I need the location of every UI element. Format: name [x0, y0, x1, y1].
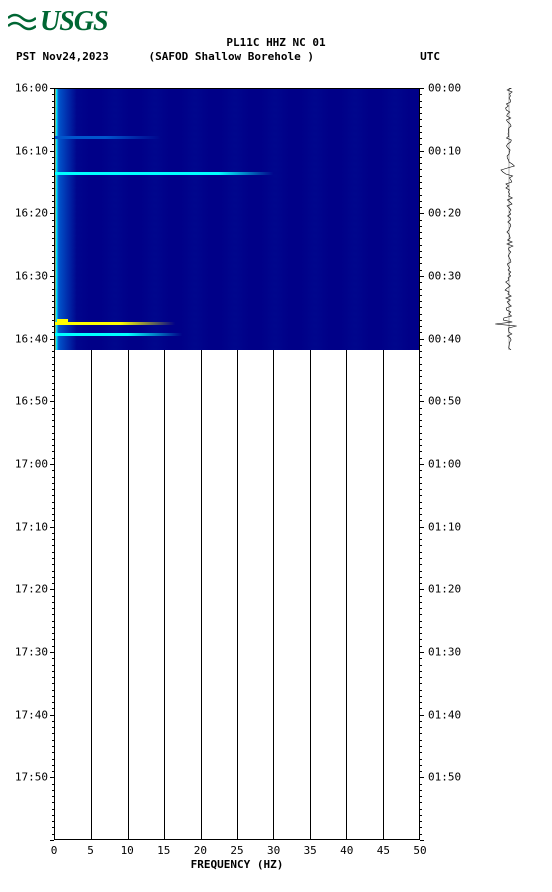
right-time-tick: 01:30 [428, 645, 461, 658]
left-time-tick: 16:50 [15, 395, 48, 408]
right-time-tick: 01:20 [428, 583, 461, 596]
chart-header: PL11C HHZ NC 01 [0, 36, 552, 50]
right-time-tick: 00:00 [428, 82, 461, 95]
left-axis-ticks [54, 88, 55, 840]
right-time-tick: 00:50 [428, 395, 461, 408]
station-code: PL11C HHZ NC 01 [0, 36, 552, 50]
right-time-tick: 01:10 [428, 520, 461, 533]
pst-date-label: PST Nov24,2023 (SAFOD Shallow Borehole ) [16, 50, 314, 63]
right-time-tick: 00:10 [428, 144, 461, 157]
right-time-tick: 01:50 [428, 771, 461, 784]
x-axis-label: FREQUENCY (HZ) [54, 858, 420, 871]
right-time-tick: 00:40 [428, 332, 461, 345]
usgs-logo: USGS [8, 6, 108, 40]
logo-text: USGS [40, 6, 108, 37]
freq-tick: 30 [267, 844, 280, 857]
left-time-tick: 16:00 [15, 82, 48, 95]
left-time-tick: 17:50 [15, 771, 48, 784]
freq-tick: 35 [304, 844, 317, 857]
left-time-tick: 17:20 [15, 583, 48, 596]
freq-tick: 5 [87, 844, 94, 857]
right-time-tick: 01:00 [428, 457, 461, 470]
freq-tick: 15 [157, 844, 170, 857]
left-time-tick: 16:30 [15, 269, 48, 282]
right-time-tick: 00:30 [428, 269, 461, 282]
spectrogram-data [55, 89, 419, 350]
left-time-tick: 16:40 [15, 332, 48, 345]
right-time-tick: 00:20 [428, 207, 461, 220]
wave-icon [8, 8, 36, 40]
freq-tick: 20 [194, 844, 207, 857]
freq-tick: 50 [413, 844, 426, 857]
left-time-tick: 17:00 [15, 457, 48, 470]
freq-tick: 0 [51, 844, 58, 857]
freq-tick: 25 [230, 844, 243, 857]
right-axis-ticks [419, 88, 420, 840]
left-time-tick: 16:20 [15, 207, 48, 220]
freq-tick: 45 [377, 844, 390, 857]
freq-tick: 40 [340, 844, 353, 857]
left-time-tick: 17:30 [15, 645, 48, 658]
left-time-tick: 16:10 [15, 144, 48, 157]
freq-tick: 10 [121, 844, 134, 857]
left-time-tick: 17:10 [15, 520, 48, 533]
left-time-tick: 17:40 [15, 708, 48, 721]
spectrogram-plot [54, 88, 420, 840]
waveform-trace [486, 88, 532, 350]
utc-label: UTC [420, 50, 440, 63]
right-time-tick: 01:40 [428, 708, 461, 721]
